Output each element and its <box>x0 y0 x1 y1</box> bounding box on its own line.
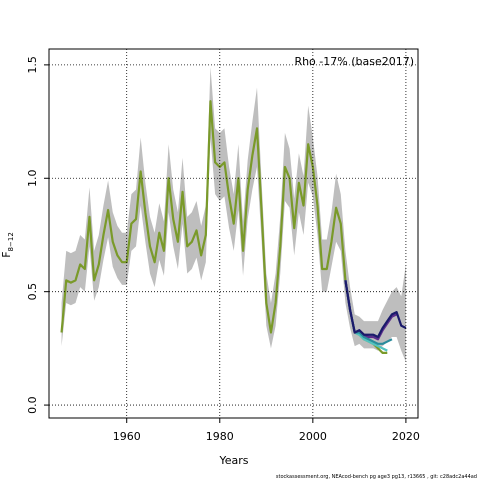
y-tick-label: 0.5 <box>26 283 39 301</box>
series-line <box>60 100 388 355</box>
x-axis-label: Years <box>218 454 248 467</box>
series-line <box>344 280 407 339</box>
y-axis-label-main: F <box>0 251 13 257</box>
x-tick-label: 1980 <box>206 430 234 443</box>
footnote: stockassessment.org, NEAcod-bench pg age… <box>276 474 477 480</box>
y-tick-label: 1.5 <box>26 56 39 74</box>
x-tick-label: 2020 <box>392 430 420 443</box>
y-tick-label: 1.0 <box>26 170 39 188</box>
y-axis-label-sub: 8−12 <box>7 232 15 251</box>
x-tick-label: 1960 <box>113 430 141 443</box>
y-axis-label: F8−12 <box>0 232 15 258</box>
y-tick-label: 0.0 <box>26 396 39 414</box>
annotation: Rho -17% (base2017) <box>294 55 414 68</box>
x-tick-label: 2000 <box>299 430 327 443</box>
plot-frame <box>48 48 419 419</box>
